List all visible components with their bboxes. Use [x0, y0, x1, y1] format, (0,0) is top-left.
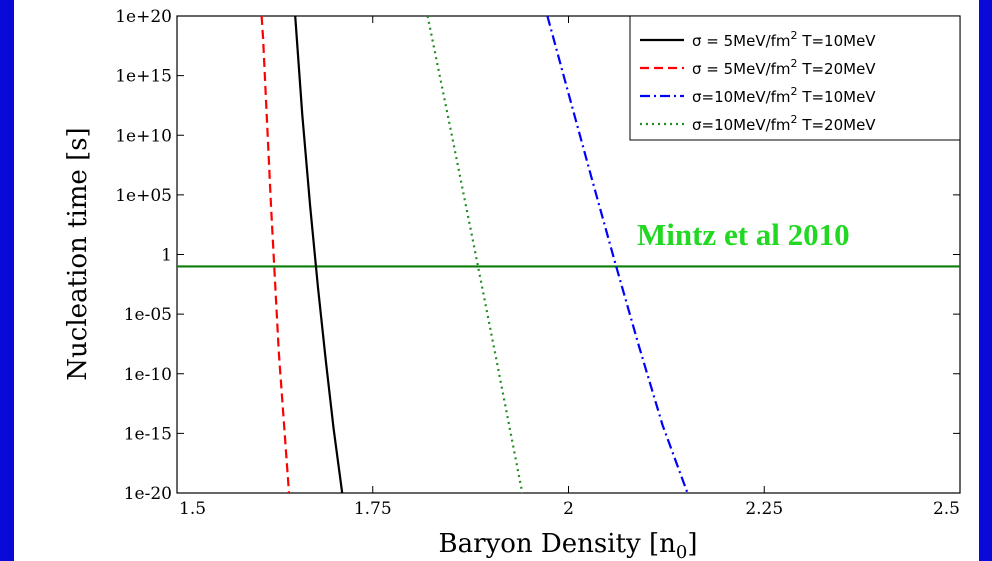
- y-tick-label: 1e-15: [124, 424, 172, 444]
- y-tick-label: 1e+15: [115, 67, 172, 87]
- x-tick-label: 1.5: [179, 499, 206, 519]
- series-line-1: [294, 15, 344, 494]
- y-tick-label: 1e+05: [115, 186, 172, 206]
- legend: σ = 5MeV/fm2 T=10MeV σ = 5MeV/fm2 T=20MeV…: [629, 15, 961, 141]
- legend-label: σ = 5MeV/fm2 T=20MeV: [692, 57, 876, 78]
- y-tick-label: 1e+20: [115, 7, 172, 27]
- legend-label: σ = 5MeV/fm2 T=10MeV: [692, 29, 876, 50]
- x-tick-label: 1.75: [354, 499, 392, 519]
- x-tick-label: 2.25: [745, 499, 783, 519]
- y-axis-title: Nucleation time [s]: [63, 127, 93, 380]
- series-line-4: [426, 15, 524, 494]
- x-tick-label: 2: [563, 499, 574, 519]
- annotation-text: Mintz et al 2010: [637, 217, 850, 252]
- legend-box: [629, 15, 961, 141]
- legend-label: σ=10MeV/fm2 T=10MeV: [692, 85, 876, 106]
- series-line-2: [260, 15, 291, 494]
- series-line-3: [546, 15, 689, 494]
- y-tick-label: 1e-20: [124, 484, 172, 504]
- x-tick-label: 2.5: [933, 499, 960, 519]
- y-tick-label: 1e-05: [124, 305, 172, 325]
- ticks-layer: 1.5 1.75 2 2.25 2.5 1e-20 1e-15 1e-10 1e-05 1 1e+0…: [115, 7, 961, 519]
- legend-entries: σ = 5MeV/fm2 T=10MeV σ = 5MeV/fm2 T=20MeV…: [640, 29, 876, 134]
- nucleation-time-chart: 1.5 1.75 2 2.25 2.5 1e-20 1e-15 1e-10 1e-05 1 1e+0…: [63, 7, 961, 561]
- x-axis-title-end: ]: [687, 529, 697, 559]
- x-axis-title-subscript: 0: [676, 542, 687, 561]
- series-layer: [260, 15, 689, 494]
- y-tick-label: 1: [161, 246, 172, 266]
- legend-label: σ=10MeV/fm2 T=20MeV: [692, 113, 876, 134]
- y-tick-label: 1e+10: [115, 126, 172, 146]
- x-axis-title-main: Baryon Density [n: [439, 529, 677, 559]
- y-tick-label: 1e-10: [124, 365, 172, 385]
- x-axis-title: Baryon Density [n0]: [439, 529, 698, 561]
- slide-panel: 1.5 1.75 2 2.25 2.5 1e-20 1e-15 1e-10 1e-05 1 1e+0…: [14, 0, 979, 561]
